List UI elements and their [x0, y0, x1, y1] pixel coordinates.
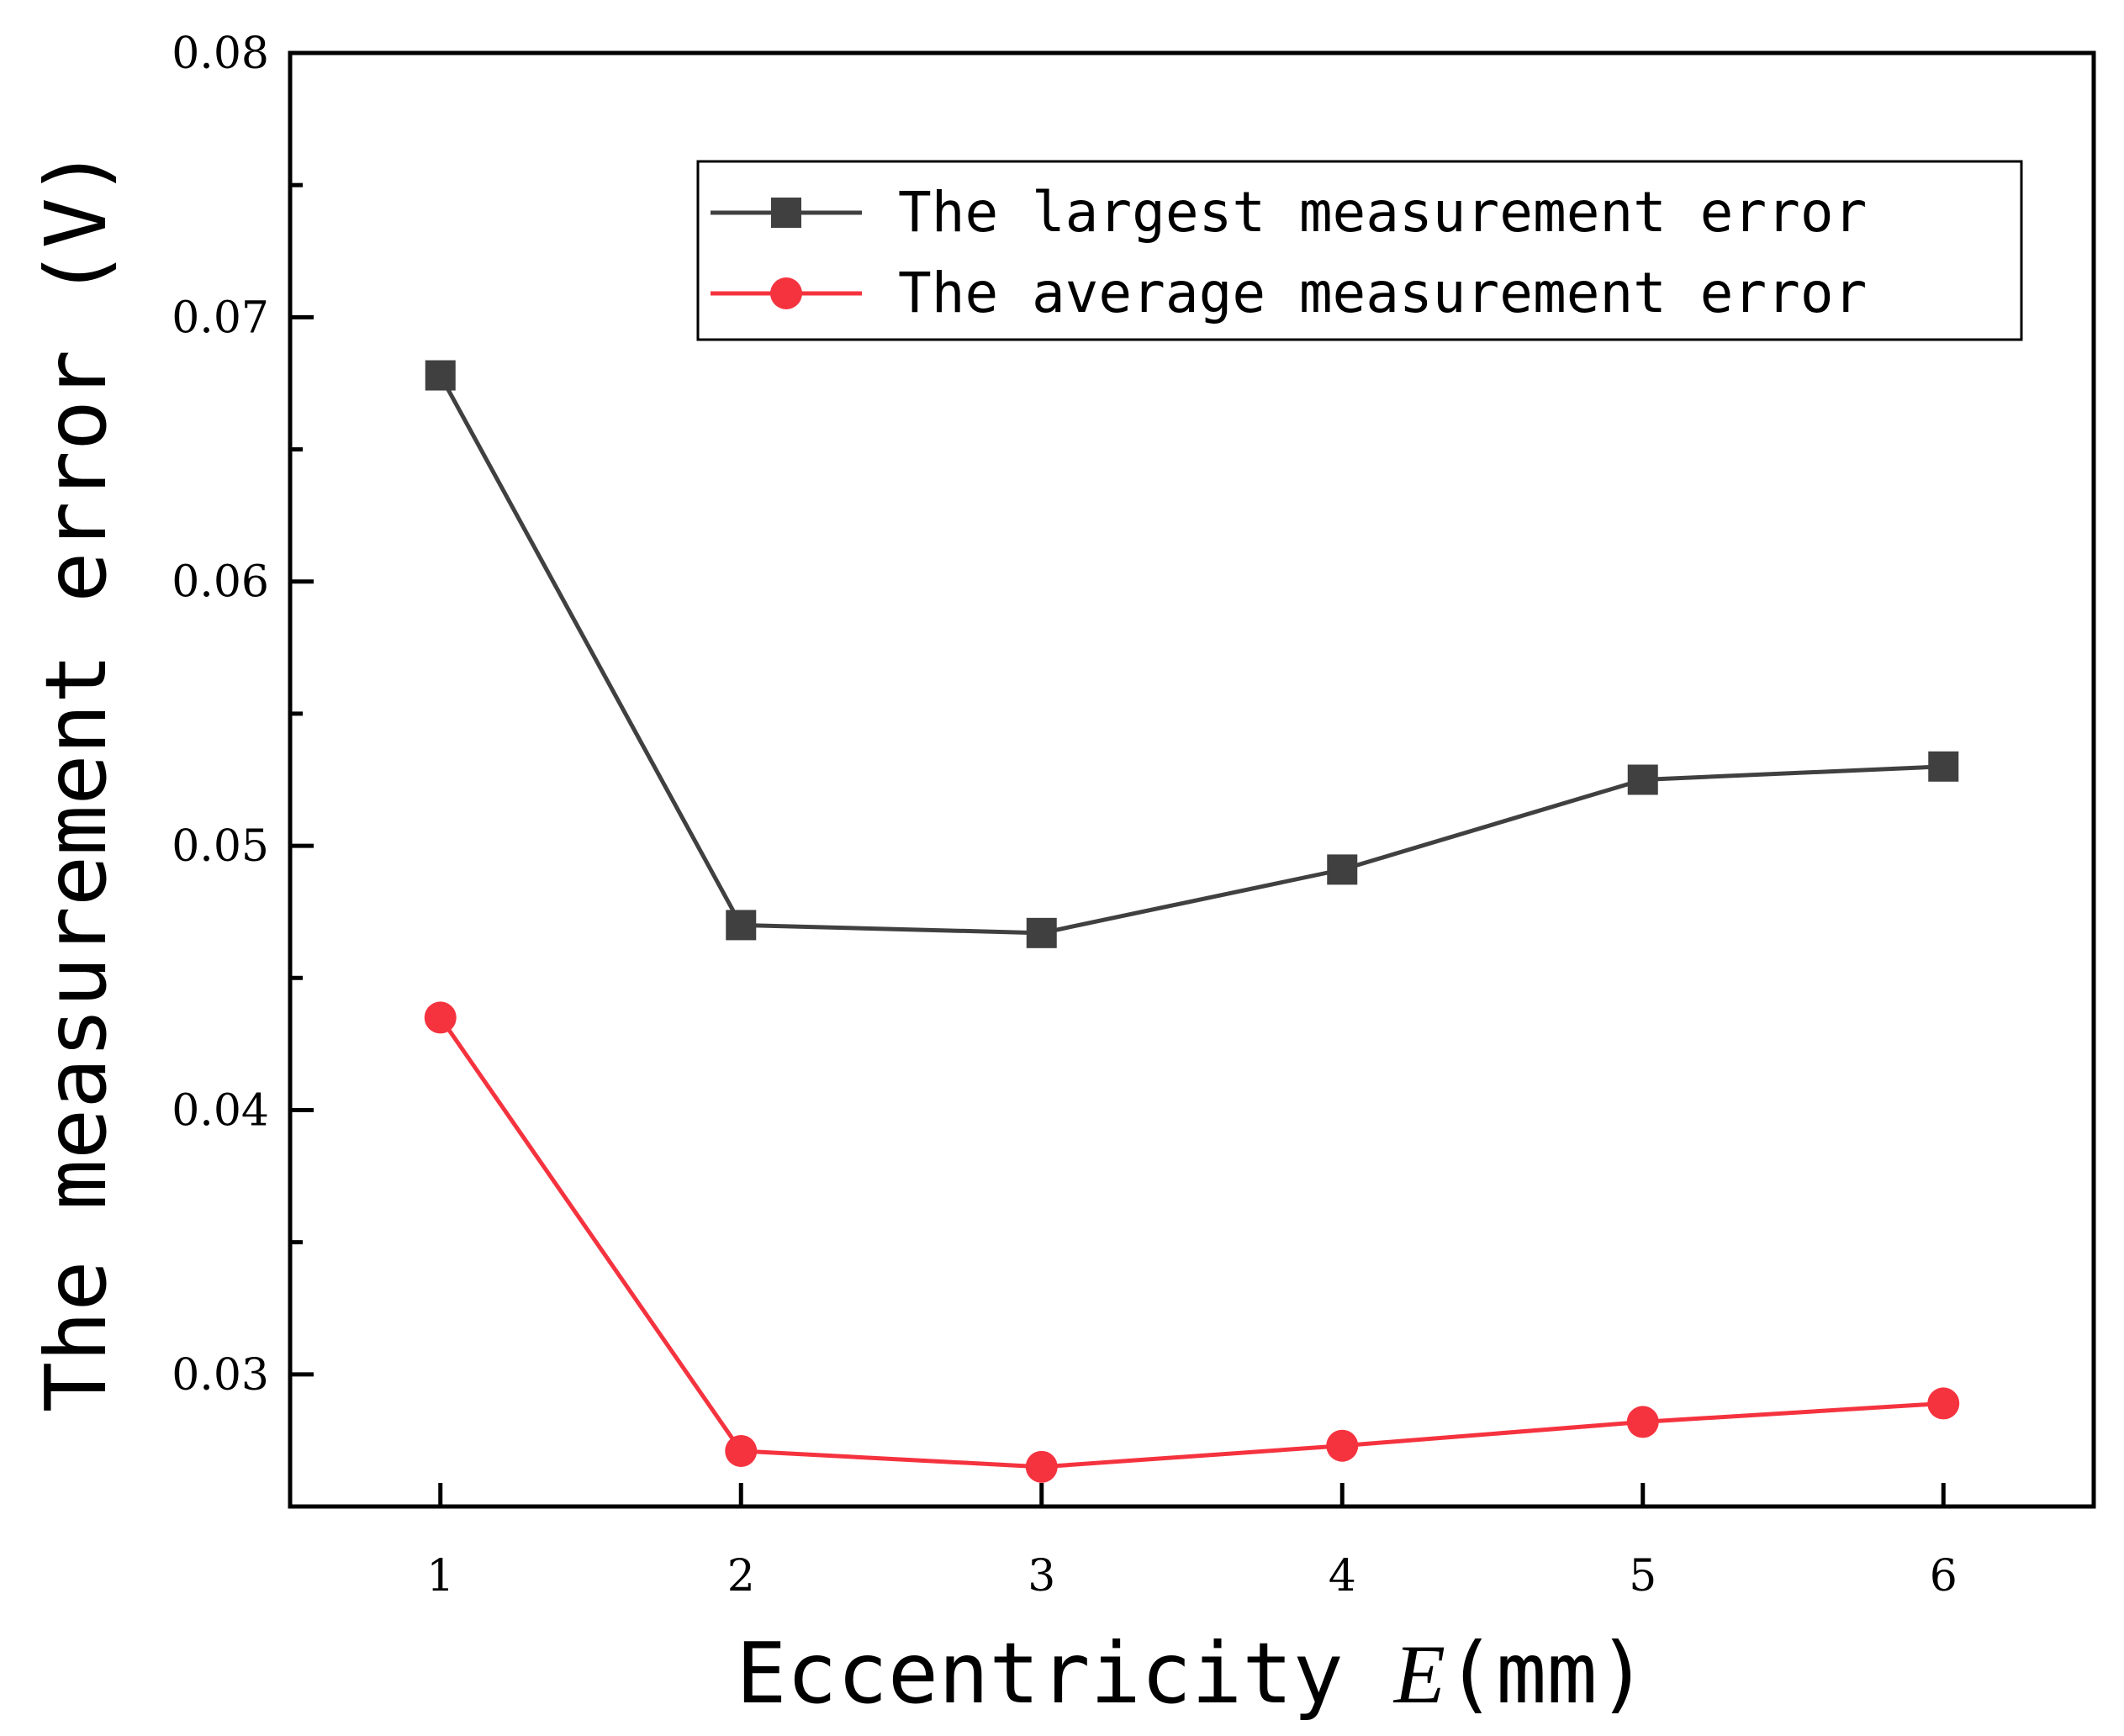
data-point: [1026, 917, 1057, 948]
data-point: [1025, 1450, 1058, 1483]
data-point: [1927, 1387, 1960, 1420]
legend: The largest measurement error The average…: [696, 160, 2023, 341]
y-axis-ticks: 0.03 0.04 0.05 0.06 0.07 0.08: [172, 29, 314, 1401]
data-point: [1327, 854, 1358, 885]
x-tick-label: 1: [426, 1551, 454, 1601]
y-tick-label: 0.06: [172, 557, 269, 608]
data-point: [1928, 751, 1959, 782]
data-point: [725, 1434, 758, 1467]
x-axis-title: Eccentricity E(mm): [736, 1624, 1648, 1723]
series-line: [438, 374, 1944, 936]
data-point: [425, 360, 456, 391]
data-point: [424, 1001, 457, 1034]
y-tick-label: 0.08: [172, 29, 269, 79]
y-axis-title: The measurement error (V): [27, 147, 125, 1412]
y-tick-label: 0.05: [172, 821, 269, 872]
legend-marker: [771, 198, 801, 228]
x-tick-label: 2: [727, 1551, 755, 1601]
plot-frame: [288, 50, 2096, 1509]
y-tick-label: 0.07: [172, 293, 269, 343]
data-point: [1627, 764, 1658, 795]
x-tick-label: 6: [1930, 1551, 1958, 1601]
series-2: [424, 1001, 1960, 1483]
x-tick-label: 3: [1028, 1551, 1055, 1601]
x-tick-label: 5: [1629, 1551, 1656, 1601]
x-axis-ticks: 1 2 3 4 5 6: [426, 1483, 1958, 1601]
data-point: [726, 910, 757, 941]
legend-box: [696, 160, 2023, 341]
legend-label: The average measurement error: [898, 261, 1867, 325]
x-tick-label: 4: [1329, 1551, 1356, 1601]
series-1: [425, 360, 1959, 948]
y-tick-label: 0.03: [172, 1350, 269, 1401]
legend-label: The largest measurement error: [898, 180, 1867, 245]
data-point: [1626, 1406, 1659, 1438]
legend-marker: [770, 277, 802, 309]
series-line: [438, 1016, 1944, 1470]
y-tick-label: 0.04: [172, 1085, 269, 1136]
data-point: [1326, 1429, 1359, 1462]
plot-series: [424, 360, 1960, 1483]
